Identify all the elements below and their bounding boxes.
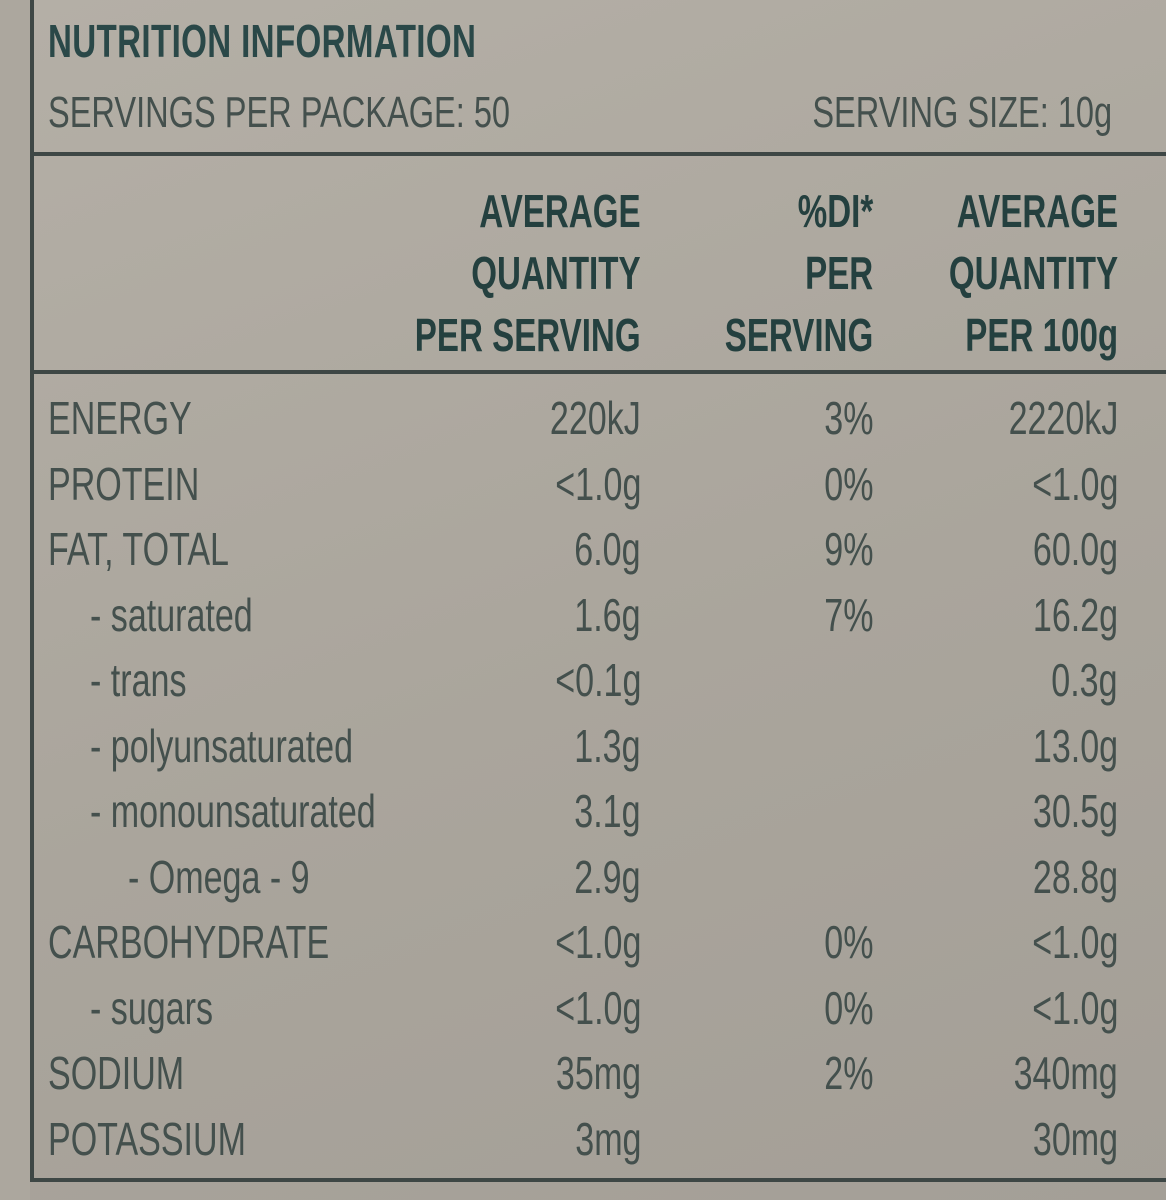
nutrient-name: POTASSIUM: [48, 1112, 246, 1165]
table-frame: [30, 0, 1166, 1182]
nutrient-name: - trans: [90, 654, 187, 706]
di-value: 3%: [823, 392, 873, 444]
nutrient-name: - Omega - 9: [128, 850, 310, 903]
table-row: - sugars <1.0g 0% <1.0g: [0, 978, 1166, 1044]
nutrient-name: PROTEIN: [48, 457, 200, 510]
nutrient-name: - saturated: [90, 588, 253, 641]
per-100g-value: 30mg: [1032, 1112, 1118, 1165]
table-row: - trans <0.1g 0.3g: [0, 650, 1166, 716]
table-row: POTASSIUM 3mg 30mg: [0, 1109, 1166, 1175]
table-row: - saturated 1.6g 7% 16.2g: [0, 585, 1166, 651]
di-value: 0%: [823, 981, 873, 1034]
per-100g-value: <1.0g: [1031, 457, 1118, 510]
nutrient-name: - polyunsaturated: [90, 719, 354, 772]
table-row: CARBOHYDRATE <1.0g 0% <1.0g: [0, 912, 1166, 978]
per-100g-value: 16.2g: [1032, 588, 1118, 641]
column-header-per-serving: AVERAGE QUANTITY PER SERVING: [415, 185, 641, 361]
servings-per-package: SERVINGS PER PACKAGE: 50: [48, 88, 511, 137]
per-serving-value: <0.1g: [554, 654, 641, 706]
per-serving-value: 35mg: [555, 1047, 641, 1099]
per-100g-value: 340mg: [1013, 1047, 1118, 1099]
table-row: - polyunsaturated 1.3g 13.0g: [0, 716, 1166, 782]
di-value: 0%: [823, 916, 873, 968]
per-serving-value: 2.9g: [574, 850, 641, 903]
serving-size: SERVING SIZE: 10g: [812, 88, 1112, 137]
nutrient-name: SODIUM: [48, 1047, 185, 1099]
per-100g-value: 2220kJ: [1008, 392, 1118, 444]
per-serving-value: 1.6g: [574, 588, 641, 641]
divider-servings: [30, 152, 1166, 156]
column-header-di-per-serving: %DI* PER SERVING: [724, 185, 873, 361]
table-row: ENERGY 220kJ 3% 2220kJ: [0, 388, 1166, 454]
per-serving-value: 6.0g: [574, 523, 641, 575]
column-header-per-100g: AVERAGE QUANTITY PER 100g: [948, 185, 1118, 361]
per-100g-value: 28.8g: [1032, 850, 1118, 903]
per-serving-value: <1.0g: [554, 457, 641, 510]
nutrient-name: CARBOHYDRATE: [48, 916, 330, 968]
nutrient-rows: ENERGY 220kJ 3% 2220kJ PROTEIN <1.0g 0% …: [0, 388, 1166, 1174]
per-100g-value: 60.0g: [1032, 523, 1118, 575]
nutrient-name: - monounsaturated: [90, 785, 376, 837]
di-value: 7%: [823, 588, 873, 641]
di-value: 2%: [823, 1047, 873, 1099]
table-row: PROTEIN <1.0g 0% <1.0g: [0, 454, 1166, 520]
nutrient-name: - sugars: [90, 981, 213, 1034]
per-100g-value: 30.5g: [1032, 785, 1118, 837]
per-serving-value: 220kJ: [550, 392, 641, 444]
per-serving-value: 3.1g: [574, 785, 641, 837]
per-100g-value: <1.0g: [1031, 916, 1118, 968]
nutrient-name: ENERGY: [48, 392, 192, 444]
nutrition-title: NUTRITION INFORMATION: [48, 15, 477, 67]
di-value: 9%: [823, 523, 873, 575]
table-row: - Omega - 9 2.9g 28.8g: [0, 847, 1166, 913]
di-value: 0%: [823, 457, 873, 510]
per-100g-value: 13.0g: [1032, 719, 1118, 772]
table-row: FAT, TOTAL 6.0g 9% 60.0g: [0, 519, 1166, 585]
divider-header: [30, 370, 1166, 374]
per-serving-value: 3mg: [574, 1112, 641, 1165]
per-serving-value: <1.0g: [554, 981, 641, 1034]
table-row: SODIUM 35mg 2% 340mg: [0, 1043, 1166, 1109]
per-100g-value: <1.0g: [1031, 981, 1118, 1034]
per-serving-value: 1.3g: [574, 719, 641, 772]
label-background: [30, 0, 1166, 1200]
table-row: - monounsaturated 3.1g 30.5g: [0, 781, 1166, 847]
nutrient-name: FAT, TOTAL: [48, 523, 229, 575]
per-serving-value: <1.0g: [554, 916, 641, 968]
per-100g-value: 0.3g: [1051, 654, 1118, 706]
